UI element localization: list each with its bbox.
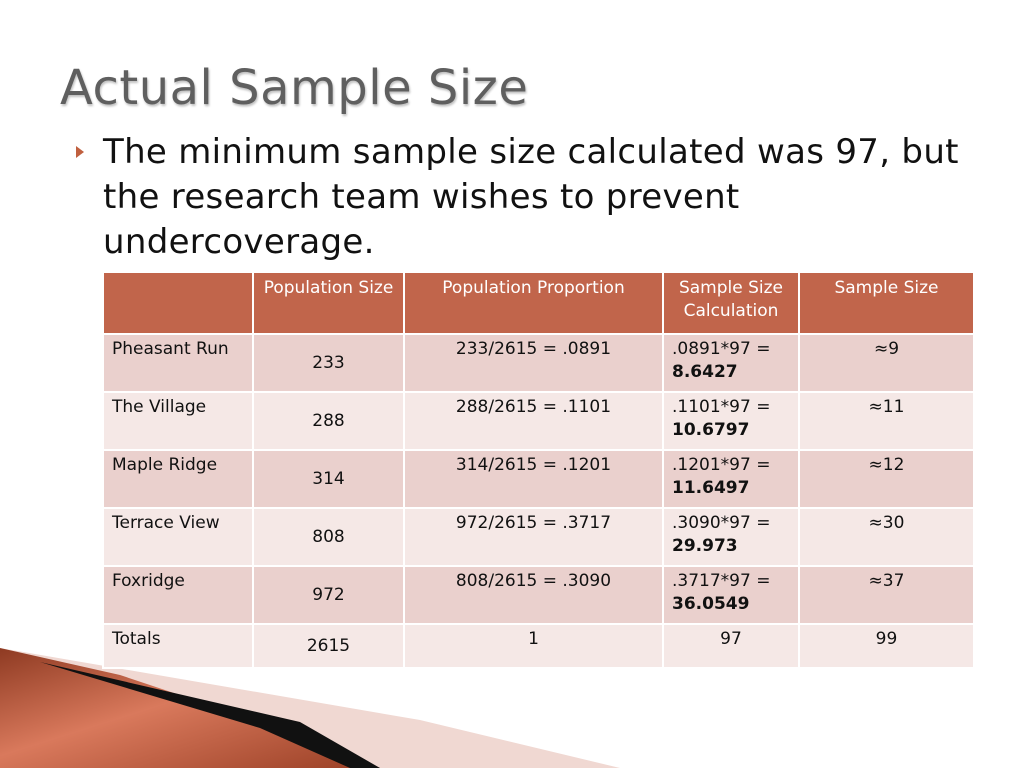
cell-total-sample-size: 99 (798, 623, 975, 669)
slide-title: Actual Sample Size (60, 60, 529, 116)
cell-name: The Village (102, 391, 254, 451)
cell-population-size: 314 (252, 449, 405, 509)
header-sample-size-calculation: Sample Size Calculation (662, 271, 800, 335)
cell-population-size: 808 (252, 507, 405, 567)
cell-name: Pheasant Run (102, 333, 254, 393)
cell-population-size: 288 (252, 391, 405, 451)
cell-total-proportion: 1 (403, 623, 664, 669)
cell-name: Foxridge (102, 565, 254, 625)
sample-size-table: Population Size Population Proportion Sa… (102, 271, 975, 669)
table-row: Foxridge 972 808/2615 = .3090 .3717*97 =… (102, 565, 975, 625)
swoosh-dark-line (40, 662, 380, 768)
calc-expression: .1201*97 = (672, 455, 771, 475)
cell-population-size: 972 (252, 565, 405, 625)
bullet-text: The minimum sample size calculated was 9… (103, 132, 959, 262)
cell-proportion: 972/2615 = .3717 (403, 507, 664, 567)
cell-sample-size: ≈37 (798, 565, 975, 625)
calc-expression: .3717*97 = (672, 571, 771, 591)
cell-proportion: 808/2615 = .3090 (403, 565, 664, 625)
cell-sample-size: ≈11 (798, 391, 975, 451)
table-header-row: Population Size Population Proportion Sa… (102, 271, 975, 335)
cell-calculation: .1201*97 = 11.6497 (662, 449, 800, 509)
table-row: Maple Ridge 314 314/2615 = .1201 .1201*9… (102, 449, 975, 509)
cell-name: Maple Ridge (102, 449, 254, 509)
cell-population-size: 233 (252, 333, 405, 393)
calc-result: 11.6497 (672, 478, 750, 498)
cell-proportion: 288/2615 = .1101 (403, 391, 664, 451)
header-population-size: Population Size (252, 271, 405, 335)
cell-proportion: 314/2615 = .1201 (403, 449, 664, 509)
cell-proportion: 233/2615 = .0891 (403, 333, 664, 393)
calc-result: 36.0549 (672, 594, 750, 614)
calc-result: 29.973 (672, 536, 738, 556)
totals-row: Totals 2615 1 97 99 (102, 623, 975, 669)
cell-total-calculation: 97 (662, 623, 800, 669)
calc-expression: .3090*97 = (672, 513, 771, 533)
cell-sample-size: ≈30 (798, 507, 975, 567)
table-row: The Village 288 288/2615 = .1101 .1101*9… (102, 391, 975, 451)
header-cell-blank (102, 271, 254, 335)
table-row: Terrace View 808 972/2615 = .3717 .3090*… (102, 507, 975, 567)
calc-result: 10.6797 (672, 420, 750, 440)
triangle-bullet-icon (76, 146, 84, 158)
table-row: Pheasant Run 233 233/2615 = .0891 .0891*… (102, 333, 975, 393)
cell-totals-label: Totals (102, 623, 254, 669)
header-sample-size: Sample Size (798, 271, 975, 335)
calc-result: 8.6427 (672, 362, 738, 382)
cell-calculation: .1101*97 = 10.6797 (662, 391, 800, 451)
cell-calculation: .3090*97 = 29.973 (662, 507, 800, 567)
calc-expression: .0891*97 = (672, 339, 771, 359)
cell-sample-size: ≈12 (798, 449, 975, 509)
cell-calculation: .0891*97 = 8.6427 (662, 333, 800, 393)
header-population-proportion: Population Proportion (403, 271, 664, 335)
cell-calculation: .3717*97 = 36.0549 (662, 565, 800, 625)
calc-expression: .1101*97 = (672, 397, 771, 417)
cell-name: Terrace View (102, 507, 254, 567)
cell-sample-size: ≈9 (798, 333, 975, 393)
cell-total-population: 2615 (252, 623, 405, 669)
